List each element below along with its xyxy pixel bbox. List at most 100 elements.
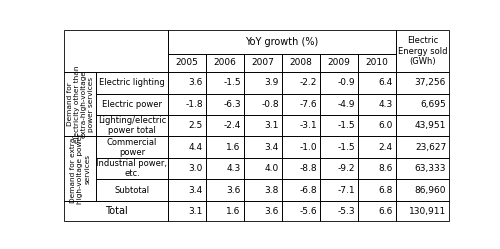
- Bar: [206, 72, 244, 94]
- Text: 4.0: 4.0: [264, 164, 279, 173]
- Text: 3.8: 3.8: [264, 186, 279, 195]
- Text: -1.8: -1.8: [185, 100, 202, 109]
- Text: 3.1: 3.1: [188, 206, 202, 216]
- Bar: [320, 115, 358, 136]
- Text: 6.8: 6.8: [378, 186, 393, 195]
- Bar: [282, 201, 320, 221]
- Bar: [358, 94, 396, 115]
- Bar: [320, 54, 358, 72]
- Text: 2.4: 2.4: [378, 143, 393, 152]
- Bar: [168, 115, 206, 136]
- Text: 23,627: 23,627: [415, 143, 446, 152]
- Text: 130,911: 130,911: [409, 206, 446, 216]
- Bar: [168, 201, 206, 221]
- Bar: [96, 72, 168, 94]
- Text: Demand for extra-
high-voltage power
services: Demand for extra- high-voltage power ser…: [70, 133, 90, 204]
- Text: 2007: 2007: [252, 59, 274, 67]
- Text: -7.1: -7.1: [337, 186, 355, 195]
- Text: 3.4: 3.4: [188, 186, 202, 195]
- Text: 6.0: 6.0: [378, 121, 393, 130]
- Bar: [244, 136, 282, 158]
- Bar: [244, 54, 282, 72]
- Text: -6.8: -6.8: [299, 186, 317, 195]
- Text: Electric
Energy sold
(GWh): Electric Energy sold (GWh): [398, 36, 448, 66]
- Bar: [320, 136, 358, 158]
- Bar: [320, 158, 358, 179]
- Text: 4.3: 4.3: [226, 164, 241, 173]
- Text: -8.8: -8.8: [299, 164, 317, 173]
- Bar: [244, 94, 282, 115]
- Bar: [396, 115, 449, 136]
- Bar: [168, 30, 396, 54]
- Bar: [358, 54, 396, 72]
- Bar: [168, 158, 206, 179]
- Text: 3.1: 3.1: [264, 121, 279, 130]
- Bar: [396, 201, 449, 221]
- Text: -1.5: -1.5: [223, 78, 241, 87]
- Bar: [396, 94, 449, 115]
- Bar: [96, 115, 168, 136]
- Text: 63,333: 63,333: [414, 164, 446, 173]
- Bar: [244, 72, 282, 94]
- Bar: [282, 115, 320, 136]
- Text: 37,256: 37,256: [415, 78, 446, 87]
- Text: -1.5: -1.5: [337, 143, 355, 152]
- Bar: [96, 94, 168, 115]
- Bar: [396, 72, 449, 94]
- Bar: [64, 136, 96, 201]
- Bar: [320, 179, 358, 201]
- Bar: [396, 179, 449, 201]
- Text: -0.8: -0.8: [261, 100, 279, 109]
- Text: 1.6: 1.6: [226, 143, 241, 152]
- Bar: [320, 94, 358, 115]
- Text: -5.6: -5.6: [299, 206, 317, 216]
- Bar: [168, 179, 206, 201]
- Bar: [206, 136, 244, 158]
- Bar: [96, 136, 168, 158]
- Bar: [358, 179, 396, 201]
- Text: 6.6: 6.6: [378, 206, 393, 216]
- Text: Demand for
electricity other than
extra-high-voltage
power services: Demand for electricity other than extra-…: [66, 65, 94, 143]
- Text: -9.2: -9.2: [338, 164, 355, 173]
- Text: Lighting/electric
power total: Lighting/electric power total: [98, 116, 166, 135]
- Text: -0.9: -0.9: [337, 78, 355, 87]
- Bar: [206, 115, 244, 136]
- Text: 3.6: 3.6: [264, 206, 279, 216]
- Text: -2.2: -2.2: [300, 78, 317, 87]
- Bar: [396, 30, 449, 72]
- Bar: [168, 94, 206, 115]
- Text: 6,695: 6,695: [420, 100, 446, 109]
- Text: 43,951: 43,951: [415, 121, 446, 130]
- Bar: [168, 72, 206, 94]
- Text: -7.6: -7.6: [299, 100, 317, 109]
- Text: 2009: 2009: [328, 59, 350, 67]
- Bar: [282, 54, 320, 72]
- Bar: [282, 72, 320, 94]
- Bar: [206, 201, 244, 221]
- Bar: [244, 179, 282, 201]
- Bar: [358, 72, 396, 94]
- Text: 4.4: 4.4: [188, 143, 202, 152]
- Bar: [64, 72, 96, 136]
- Text: Electric power: Electric power: [102, 100, 162, 109]
- Bar: [206, 54, 244, 72]
- Text: -6.3: -6.3: [223, 100, 241, 109]
- Bar: [282, 179, 320, 201]
- Text: 2008: 2008: [290, 59, 312, 67]
- Text: 6.4: 6.4: [378, 78, 393, 87]
- Bar: [282, 136, 320, 158]
- Bar: [64, 201, 168, 221]
- Bar: [96, 179, 168, 201]
- Bar: [206, 94, 244, 115]
- Text: -4.9: -4.9: [338, 100, 355, 109]
- Text: Commercial
power: Commercial power: [106, 137, 157, 157]
- Bar: [358, 158, 396, 179]
- Text: 2006: 2006: [214, 59, 236, 67]
- Bar: [320, 72, 358, 94]
- Text: 4.3: 4.3: [378, 100, 393, 109]
- Text: 3.9: 3.9: [264, 78, 279, 87]
- Text: 8.6: 8.6: [378, 164, 393, 173]
- Bar: [244, 115, 282, 136]
- Text: Total: Total: [105, 206, 128, 216]
- Bar: [206, 179, 244, 201]
